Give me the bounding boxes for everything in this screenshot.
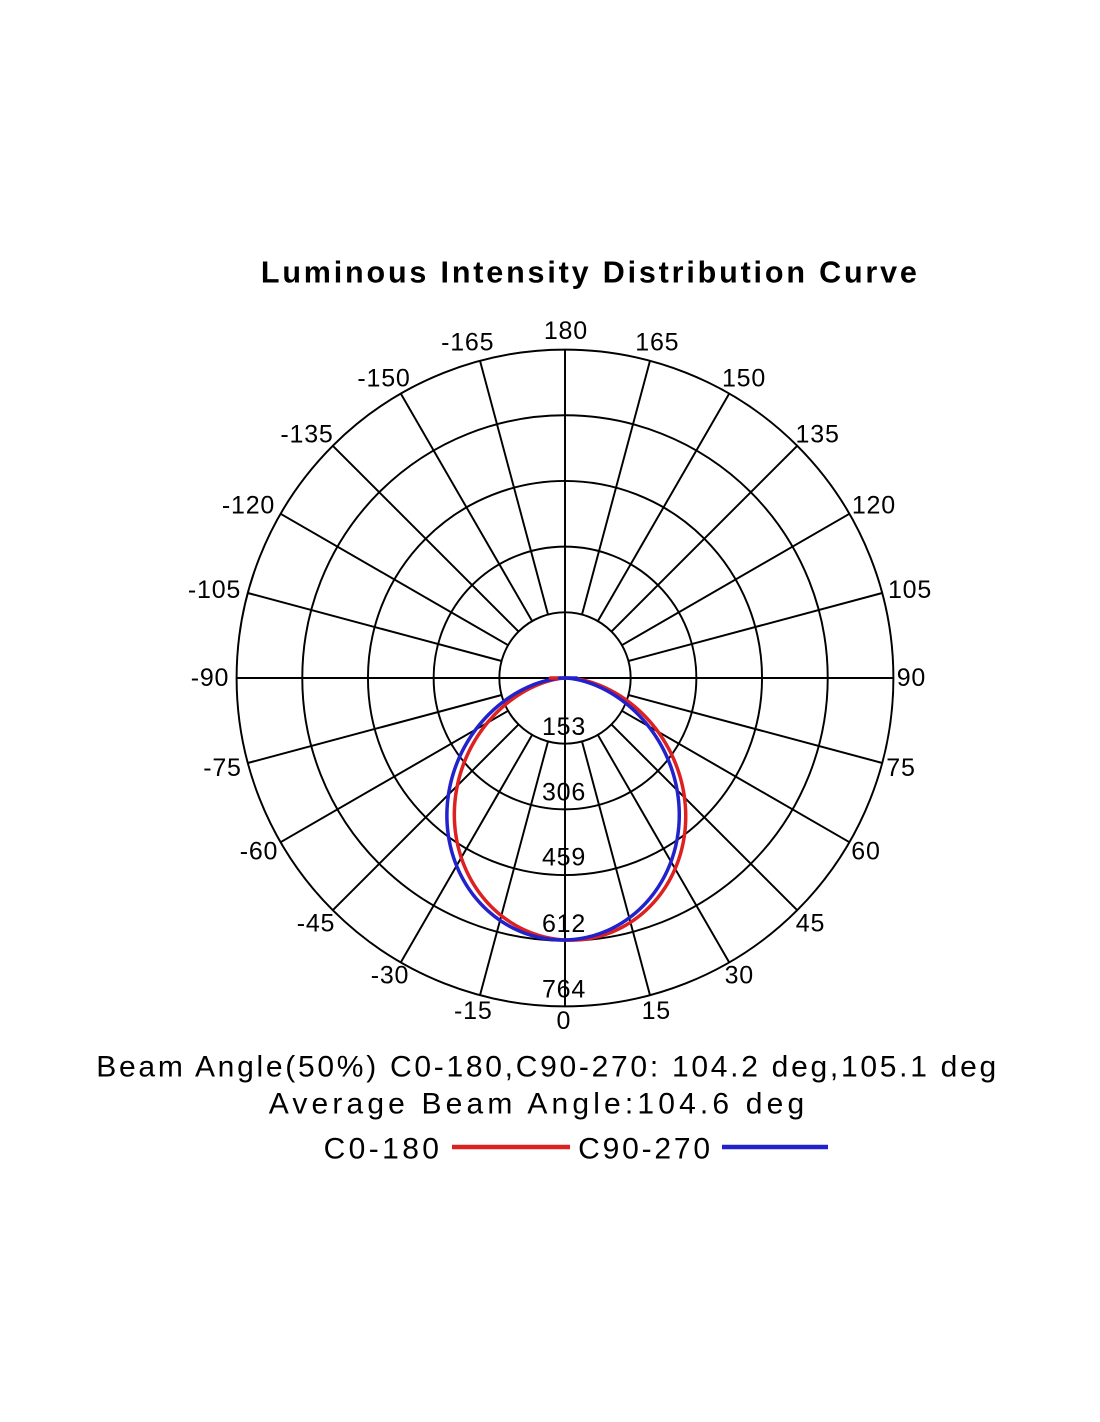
svg-text:-60: -60 (240, 838, 279, 866)
svg-text:150: 150 (722, 365, 766, 393)
svg-text:45: 45 (796, 910, 825, 938)
svg-text:-75: -75 (203, 754, 242, 782)
svg-text:135: 135 (796, 421, 840, 449)
svg-text:Average Beam Angle:104.6 deg: Average Beam Angle:104.6 deg (269, 1087, 809, 1120)
svg-text:60: 60 (851, 838, 880, 866)
svg-text:-165: -165 (441, 329, 494, 357)
svg-text:C90-270: C90-270 (578, 1132, 713, 1165)
svg-text:180: 180 (544, 317, 588, 345)
svg-text:-120: -120 (222, 491, 275, 519)
svg-text:-15: -15 (454, 997, 493, 1025)
svg-text:459: 459 (542, 844, 586, 872)
svg-text:105: 105 (888, 576, 932, 604)
svg-text:-150: -150 (357, 365, 410, 393)
svg-text:30: 30 (725, 962, 754, 990)
svg-text:0: 0 (557, 1007, 572, 1035)
svg-text:-45: -45 (297, 910, 336, 938)
svg-text:C0-180: C0-180 (324, 1132, 443, 1165)
svg-text:-135: -135 (280, 421, 333, 449)
svg-text:-90: -90 (191, 664, 230, 692)
svg-text:-105: -105 (188, 576, 241, 604)
svg-text:90: 90 (897, 664, 926, 692)
svg-text:764: 764 (542, 975, 586, 1003)
svg-text:165: 165 (635, 329, 679, 357)
svg-text:120: 120 (852, 491, 896, 519)
svg-text:306: 306 (542, 778, 586, 806)
svg-text:Luminous Intensity Distributio: Luminous Intensity Distribution Curve (261, 255, 920, 289)
svg-text:15: 15 (642, 997, 671, 1025)
svg-text:612: 612 (542, 910, 586, 938)
svg-text:75: 75 (886, 754, 915, 782)
svg-text:153: 153 (542, 713, 586, 741)
svg-text:Beam Angle(50%) C0-180,C90-270: Beam Angle(50%) C0-180,C90-270: 104.2 de… (96, 1051, 999, 1084)
svg-text:-30: -30 (371, 962, 410, 990)
